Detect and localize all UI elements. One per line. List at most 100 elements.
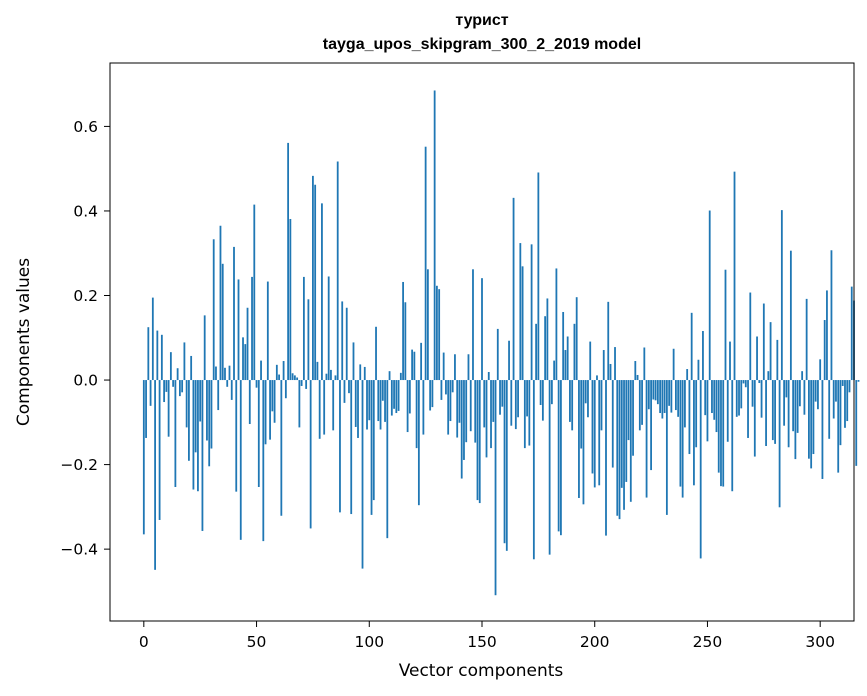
bar bbox=[690, 312, 693, 381]
bar bbox=[194, 380, 197, 453]
bar bbox=[339, 380, 341, 513]
bar bbox=[560, 380, 562, 536]
bar bbox=[697, 359, 700, 381]
bar bbox=[233, 246, 235, 381]
bar bbox=[492, 380, 495, 422]
bar bbox=[291, 373, 294, 381]
bar bbox=[625, 380, 628, 482]
bar bbox=[253, 204, 256, 381]
bar bbox=[251, 276, 253, 381]
bar bbox=[517, 380, 519, 418]
bar bbox=[812, 380, 815, 455]
bar bbox=[330, 369, 332, 381]
bar bbox=[397, 380, 400, 411]
bar bbox=[731, 380, 734, 492]
bar bbox=[388, 371, 391, 381]
bar bbox=[605, 380, 607, 536]
bar bbox=[395, 380, 398, 414]
bar bbox=[411, 349, 414, 381]
bar bbox=[210, 380, 213, 449]
bar bbox=[616, 380, 619, 516]
bar bbox=[375, 326, 377, 381]
bar bbox=[255, 380, 258, 388]
bar bbox=[751, 380, 754, 407]
bar bbox=[442, 352, 445, 381]
bar bbox=[147, 327, 150, 381]
bar bbox=[496, 328, 499, 381]
bar bbox=[154, 380, 156, 570]
bar bbox=[702, 331, 704, 381]
bar bbox=[494, 380, 497, 596]
bar bbox=[332, 380, 335, 431]
x-tick-label: 150 bbox=[467, 633, 497, 651]
bar bbox=[307, 299, 310, 381]
bar bbox=[503, 380, 506, 544]
bar bbox=[684, 380, 686, 428]
bar bbox=[167, 380, 170, 437]
bar bbox=[798, 380, 801, 407]
bar bbox=[280, 380, 283, 516]
x-tick-label: 50 bbox=[247, 633, 267, 651]
y-axis-label: Components values bbox=[14, 258, 34, 426]
bar bbox=[181, 380, 184, 393]
bar bbox=[780, 210, 783, 381]
bar bbox=[575, 297, 578, 381]
bar bbox=[835, 380, 837, 402]
bar bbox=[483, 380, 486, 428]
bar bbox=[408, 380, 411, 414]
bar bbox=[584, 380, 587, 404]
bar bbox=[447, 380, 450, 435]
x-tick-label: 200 bbox=[580, 633, 610, 651]
bar bbox=[199, 380, 202, 422]
bar bbox=[221, 263, 224, 381]
bar bbox=[805, 298, 808, 381]
bar bbox=[463, 380, 465, 460]
bar bbox=[510, 380, 513, 426]
bar bbox=[591, 380, 594, 474]
bar bbox=[638, 380, 641, 431]
bar bbox=[235, 380, 238, 492]
bar bbox=[458, 380, 461, 423]
bar bbox=[598, 380, 601, 486]
bar bbox=[528, 380, 531, 446]
bar bbox=[789, 250, 792, 381]
bar bbox=[429, 380, 432, 411]
bar bbox=[817, 380, 819, 410]
bar bbox=[530, 244, 533, 381]
bar bbox=[602, 350, 605, 381]
y-tick-label: −0.4 bbox=[60, 541, 98, 559]
bar bbox=[404, 302, 407, 381]
bar bbox=[785, 380, 788, 398]
bar bbox=[215, 366, 217, 381]
bar bbox=[724, 269, 727, 381]
bar bbox=[163, 380, 166, 403]
bar bbox=[548, 380, 551, 555]
bar bbox=[819, 359, 822, 381]
bar bbox=[774, 380, 776, 444]
bar bbox=[620, 380, 623, 488]
bar bbox=[192, 380, 195, 490]
bar bbox=[722, 380, 725, 487]
bar bbox=[264, 380, 267, 445]
bar bbox=[661, 380, 664, 419]
bar bbox=[762, 303, 765, 381]
bar bbox=[623, 380, 625, 510]
bar bbox=[302, 276, 305, 381]
y-tick-label: 0.2 bbox=[73, 287, 98, 305]
bar bbox=[808, 380, 810, 459]
bar bbox=[318, 380, 321, 439]
bar bbox=[440, 380, 443, 400]
bar bbox=[535, 323, 538, 381]
bar bbox=[454, 354, 456, 381]
bar bbox=[844, 380, 846, 428]
bar bbox=[384, 380, 386, 422]
bar bbox=[693, 380, 695, 486]
bar bbox=[436, 285, 438, 381]
bar bbox=[614, 347, 616, 381]
bar bbox=[695, 380, 698, 448]
bar bbox=[422, 380, 425, 435]
bar bbox=[670, 380, 673, 413]
bar bbox=[708, 210, 711, 381]
bar bbox=[578, 380, 580, 498]
